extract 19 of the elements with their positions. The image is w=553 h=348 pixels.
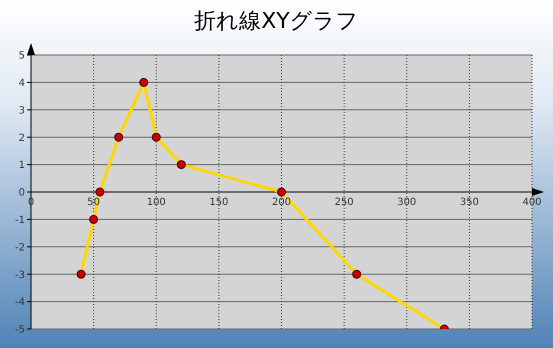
x-tick-label: 400 — [522, 197, 542, 208]
y-tick-label: 0 — [18, 188, 25, 199]
y-tick-label: 4 — [18, 78, 25, 89]
chart-title: 折れ線XYグラフ — [193, 8, 360, 36]
y-tick-label: -5 — [15, 324, 25, 336]
x-tick-label: 250 — [334, 197, 354, 208]
y-tick-label: 1 — [18, 160, 25, 172]
x-tick-label: 150 — [209, 197, 228, 208]
x-tick-label: 350 — [460, 197, 479, 208]
x-tick-label: 100 — [146, 197, 166, 208]
y-tick-label: -3 — [15, 270, 25, 281]
y-tick-label: 2 — [18, 132, 25, 144]
x-tick-label: 300 — [397, 197, 416, 208]
x-tick-label: 200 — [272, 197, 292, 208]
y-tick-label: -1 — [15, 214, 25, 226]
y-tick-label: 5 — [18, 50, 25, 62]
y-tick-label: -4 — [15, 297, 25, 308]
y-tick-label: 3 — [18, 105, 25, 116]
y-tick-label: -2 — [15, 242, 25, 254]
